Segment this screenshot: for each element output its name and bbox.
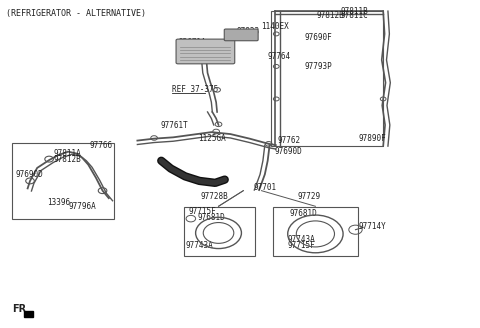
Text: 97714Y: 97714Y [359, 222, 386, 231]
Text: 97890F: 97890F [359, 134, 386, 143]
Text: 97811A: 97811A [54, 149, 82, 158]
Text: 97690D: 97690D [275, 147, 302, 156]
Text: 97793P: 97793P [304, 62, 332, 71]
Text: 97728B: 97728B [201, 192, 228, 201]
Text: 1125GA: 1125GA [199, 134, 226, 143]
Text: 97715F: 97715F [189, 207, 216, 215]
Text: (REFRIGERATOR - ALTERNATIVE): (REFRIGERATOR - ALTERNATIVE) [6, 9, 146, 17]
Text: 97811C: 97811C [340, 11, 368, 20]
FancyBboxPatch shape [24, 311, 33, 317]
Text: 97762: 97762 [277, 136, 300, 145]
Text: 97690F: 97690F [304, 33, 332, 42]
Text: FR: FR [12, 304, 26, 314]
Text: 97823: 97823 [237, 28, 260, 36]
Text: 97729: 97729 [297, 192, 320, 201]
Text: 97766: 97766 [90, 141, 113, 150]
Text: 97681D: 97681D [197, 213, 225, 221]
Text: 97812B: 97812B [316, 10, 344, 20]
Text: 1140EX: 1140EX [262, 22, 289, 31]
Text: 97715F: 97715F [288, 241, 315, 250]
Text: 97681D: 97681D [289, 209, 317, 218]
Text: 97743A: 97743A [288, 235, 315, 244]
Text: REF 37-375: REF 37-375 [172, 85, 218, 94]
FancyBboxPatch shape [176, 39, 235, 64]
Text: 97701: 97701 [253, 183, 276, 192]
Text: 25671A: 25671A [178, 37, 206, 47]
Text: 97764: 97764 [267, 51, 290, 61]
Text: 97812B: 97812B [54, 155, 82, 164]
Text: 97743A: 97743A [185, 241, 213, 251]
FancyBboxPatch shape [224, 29, 258, 41]
Text: 97690D: 97690D [16, 170, 44, 179]
Text: 13396: 13396 [47, 197, 70, 207]
Text: 97811B: 97811B [340, 7, 368, 16]
Text: 97761T: 97761T [160, 121, 188, 130]
Text: 97796A: 97796A [68, 202, 96, 211]
